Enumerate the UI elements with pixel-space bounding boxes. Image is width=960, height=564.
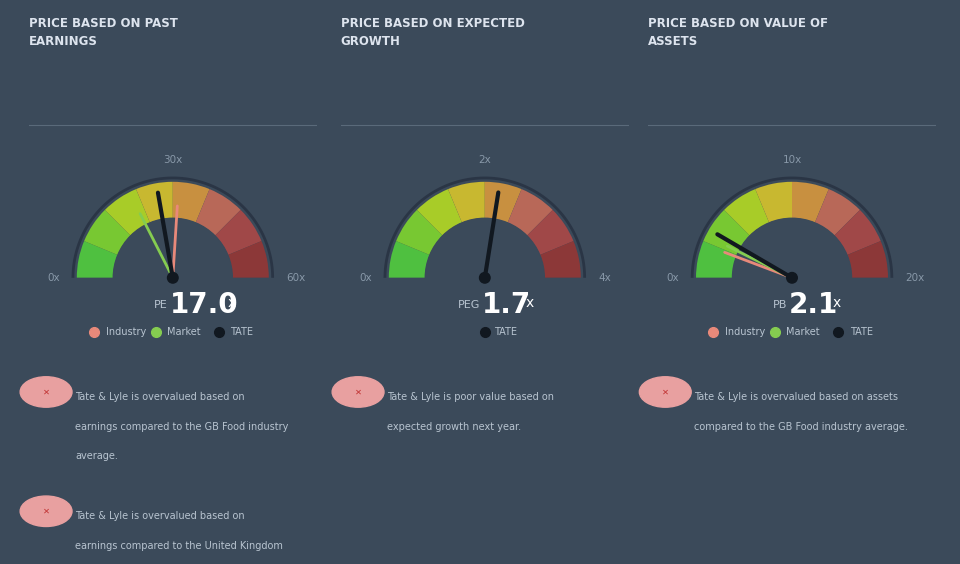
Text: 60x: 60x <box>286 273 305 283</box>
Wedge shape <box>792 182 828 223</box>
Wedge shape <box>724 189 769 236</box>
Wedge shape <box>105 189 150 236</box>
Circle shape <box>480 272 491 283</box>
Text: Industry: Industry <box>106 327 146 337</box>
Wedge shape <box>136 182 173 223</box>
Wedge shape <box>228 241 269 278</box>
Text: Industry: Industry <box>725 327 765 337</box>
Text: x: x <box>526 296 534 310</box>
Text: expected growth next year.: expected growth next year. <box>387 422 521 431</box>
Circle shape <box>732 218 852 337</box>
Text: PRICE BASED ON PAST
EARNINGS: PRICE BASED ON PAST EARNINGS <box>29 17 178 49</box>
Wedge shape <box>485 182 521 223</box>
Circle shape <box>20 496 72 527</box>
Wedge shape <box>62 278 283 388</box>
Text: 17.0: 17.0 <box>170 290 238 319</box>
Text: 10x: 10x <box>782 155 802 165</box>
Wedge shape <box>77 241 118 278</box>
Text: 4x: 4x <box>598 273 611 283</box>
Text: 1.7: 1.7 <box>482 290 531 319</box>
Wedge shape <box>196 189 241 236</box>
Text: PRICE BASED ON EXPECTED
GROWTH: PRICE BASED ON EXPECTED GROWTH <box>341 17 525 49</box>
Text: TATE: TATE <box>494 327 517 337</box>
Text: 2.1: 2.1 <box>789 290 838 319</box>
Wedge shape <box>704 210 750 255</box>
Text: Tate & Lyle is overvalued based on: Tate & Lyle is overvalued based on <box>75 392 245 402</box>
Circle shape <box>425 218 544 337</box>
Text: PE: PE <box>155 299 168 310</box>
Wedge shape <box>508 189 553 236</box>
Text: earnings compared to the United Kingdom: earnings compared to the United Kingdom <box>75 541 283 551</box>
Text: 0x: 0x <box>359 273 372 283</box>
Text: PEG: PEG <box>458 299 480 310</box>
Text: x: x <box>228 296 236 310</box>
Wedge shape <box>756 182 792 223</box>
Text: ✕: ✕ <box>354 387 362 396</box>
Text: ✕: ✕ <box>42 387 50 396</box>
Text: Tate & Lyle is overvalued based on: Tate & Lyle is overvalued based on <box>75 511 245 521</box>
Wedge shape <box>834 210 880 255</box>
Text: compared to the GB Food industry average.: compared to the GB Food industry average… <box>694 422 908 431</box>
Text: PRICE BASED ON VALUE OF
ASSETS: PRICE BASED ON VALUE OF ASSETS <box>648 17 828 49</box>
Text: x: x <box>832 296 841 310</box>
Wedge shape <box>448 182 485 223</box>
Text: PB: PB <box>773 299 787 310</box>
Circle shape <box>332 377 384 407</box>
Text: 0x: 0x <box>47 273 60 283</box>
Text: ✕: ✕ <box>661 387 669 396</box>
Text: TATE: TATE <box>850 327 873 337</box>
Wedge shape <box>84 210 131 255</box>
Text: TATE: TATE <box>230 327 253 337</box>
Text: earnings compared to the GB Food industry: earnings compared to the GB Food industr… <box>75 422 288 431</box>
Circle shape <box>113 218 232 337</box>
Wedge shape <box>173 182 209 223</box>
Wedge shape <box>696 241 737 278</box>
Wedge shape <box>682 278 902 388</box>
Circle shape <box>639 377 691 407</box>
Wedge shape <box>396 210 443 255</box>
Circle shape <box>20 377 72 407</box>
Text: 20x: 20x <box>905 273 924 283</box>
Text: Tate & Lyle is poor value based on: Tate & Lyle is poor value based on <box>387 392 554 402</box>
Wedge shape <box>215 210 261 255</box>
Text: Tate & Lyle is overvalued based on assets: Tate & Lyle is overvalued based on asset… <box>694 392 899 402</box>
Text: average.: average. <box>75 451 118 461</box>
Text: 0x: 0x <box>666 273 679 283</box>
Wedge shape <box>847 241 888 278</box>
Text: 2x: 2x <box>478 155 492 165</box>
Wedge shape <box>815 189 860 236</box>
Text: Market: Market <box>786 327 820 337</box>
Circle shape <box>787 272 797 283</box>
Text: Market: Market <box>167 327 201 337</box>
Circle shape <box>167 272 178 283</box>
Wedge shape <box>540 241 581 278</box>
Wedge shape <box>527 210 573 255</box>
Wedge shape <box>389 241 430 278</box>
Text: 30x: 30x <box>163 155 182 165</box>
Wedge shape <box>417 189 462 236</box>
Text: ✕: ✕ <box>42 507 50 515</box>
Wedge shape <box>374 278 595 388</box>
